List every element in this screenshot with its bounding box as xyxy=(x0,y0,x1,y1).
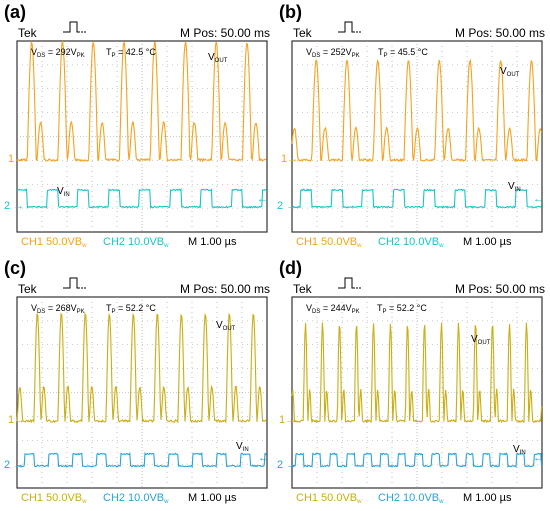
vout-label: VOUT xyxy=(471,334,491,346)
vin-waveform xyxy=(291,188,542,209)
ch1-ground-marker: 1→ xyxy=(281,153,299,165)
horizontal-position: M Pos: 50.00 ms xyxy=(180,26,271,40)
vin-label: VIN xyxy=(57,186,70,198)
timebase: M 1.00 µs xyxy=(463,236,512,248)
scope-panel-c: (c) Tek M Pos: 50.00 ms VDS = 268VPK TP … xyxy=(0,256,275,511)
vout-label: VOUT xyxy=(500,66,520,78)
ch2-scale: CH2 10.0VBw xyxy=(378,236,444,249)
vin-waveform xyxy=(16,451,268,469)
timebase: M 1.00 µs xyxy=(463,492,512,504)
vout-waveform xyxy=(16,40,267,163)
vds-peak-readout: VDS = 268VPK xyxy=(31,303,85,315)
trigger-pulse-icon xyxy=(63,277,86,289)
timebase: M 1.00 µs xyxy=(188,236,237,248)
ch1-ground-marker: 1→ xyxy=(279,414,297,426)
vds-peak-readout: VDS = 292VPK xyxy=(31,47,85,59)
trigger-pulse-icon xyxy=(338,21,361,33)
ch1-ground-marker: 1→ xyxy=(8,414,26,426)
horizontal-position: M Pos: 50.00 ms xyxy=(180,282,271,296)
temperature-readout: TP = 52.2 °C xyxy=(106,303,156,315)
temperature-readout: TP = 52.2 °C xyxy=(377,303,427,315)
ch2-ground-marker: 2 → xyxy=(4,459,25,471)
ch2-scale: CH2 10.0VBw xyxy=(103,236,169,249)
brand-label: Tek xyxy=(18,282,37,296)
scope-screen xyxy=(291,40,543,233)
horizontal-position: M Pos: 50.00 ms xyxy=(455,26,546,40)
timebase: M 1.00 µs xyxy=(188,492,237,504)
scope-panel-a: (a) Tek M Pos: 50.00 ms VDS = 292VPK TP … xyxy=(0,0,275,255)
scope-screen xyxy=(16,296,268,489)
scope-panel-b: (b) Tek M Pos: 50.00 ms VDS = 252VPK TP … xyxy=(275,0,550,255)
ch1-ground-marker: 1→ xyxy=(8,153,26,165)
ch1-scale: CH1 50.0VBw xyxy=(296,492,362,505)
brand-label: Tek xyxy=(18,26,37,40)
vout-waveform xyxy=(291,58,543,163)
ch2-scale: CH2 10.0VBw xyxy=(378,492,444,505)
ch2-scale: CH2 10.0VBw xyxy=(103,492,169,505)
trigger-level-marker: ← xyxy=(257,193,268,205)
ch1-scale: CH1 50.0VBw xyxy=(21,492,87,505)
vin-waveform xyxy=(291,451,543,469)
vds-peak-readout: VDS = 244VPK xyxy=(306,303,360,315)
trigger-level-marker: ← xyxy=(533,193,544,205)
vin-label: VIN xyxy=(236,441,249,453)
vin-waveform xyxy=(16,187,267,210)
brand-label: Tek xyxy=(293,26,312,40)
vin-label: VIN xyxy=(513,444,526,456)
temperature-readout: TP = 42.5 °C xyxy=(106,47,156,59)
trigger-pulse-icon xyxy=(63,21,86,33)
brand-label: Tek xyxy=(293,282,312,296)
ch1-scale: CH1 50.0VBw xyxy=(296,236,362,249)
ch2-ground-marker: 2 → xyxy=(277,200,298,212)
ch2-ground-marker: 2 → xyxy=(4,200,25,212)
trigger-level-marker: ← xyxy=(533,452,544,464)
vds-peak-readout: VDS = 252VPK xyxy=(306,47,360,59)
scope-panel-d: (d) Tek M Pos: 50.00 ms VDS = 244VPK TP … xyxy=(275,256,550,511)
scope-screen xyxy=(291,296,543,489)
trigger-pulse-icon xyxy=(338,277,361,289)
ch1-scale: CH1 50.0VBw xyxy=(21,236,87,249)
horizontal-position: M Pos: 50.00 ms xyxy=(455,282,546,296)
vout-label: VOUT xyxy=(216,320,236,332)
panel-label: (b) xyxy=(279,2,302,22)
panel-label: (a) xyxy=(4,2,26,22)
vout-waveform xyxy=(16,312,267,424)
panel-label: (d) xyxy=(279,258,302,278)
panel-label: (c) xyxy=(4,258,26,278)
vin-label: VIN xyxy=(508,181,521,193)
trigger-level-marker: ← xyxy=(258,452,269,464)
ch2-ground-marker: 2 → xyxy=(277,459,298,471)
vout-waveform xyxy=(291,322,543,424)
vout-label: VOUT xyxy=(208,52,228,64)
temperature-readout: TP = 45.5 °C xyxy=(378,47,428,59)
scope-screen xyxy=(16,40,268,233)
